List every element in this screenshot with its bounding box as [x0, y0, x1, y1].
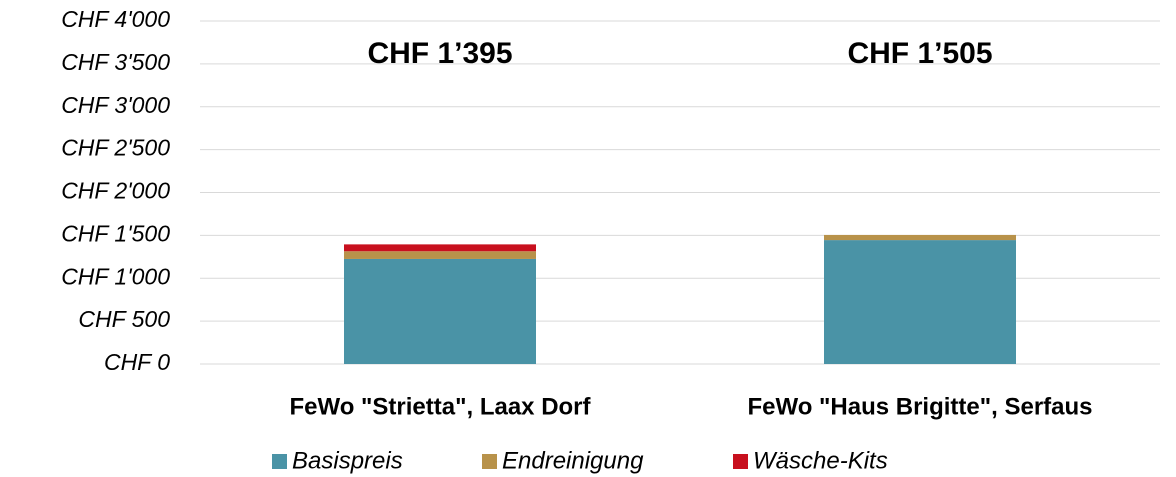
legend-label: Wäsche-Kits	[753, 447, 888, 474]
legend-swatch	[272, 454, 287, 469]
bar-segment	[824, 240, 1016, 364]
bar-segment	[344, 244, 536, 252]
total-label: CHF 1’505	[847, 37, 992, 70]
legend-label: Basispreis	[292, 447, 403, 474]
y-tick-label: CHF 3'500	[61, 49, 170, 75]
y-tick-label: CHF 0	[104, 349, 170, 375]
y-tick-label: CHF 1'000	[61, 263, 170, 289]
y-tick-label: CHF 2'500	[61, 135, 170, 161]
bar-segment	[824, 234, 1016, 241]
bar-segment	[344, 251, 536, 259]
x-tick-label: FeWo "Strietta", Laax Dorf	[289, 393, 591, 420]
total-label: CHF 1’395	[367, 37, 512, 70]
y-tick-label: CHF 500	[78, 306, 170, 332]
y-tick-label: CHF 3'000	[61, 92, 170, 118]
legend-swatch	[482, 454, 497, 469]
y-tick-label: CHF 1'500	[61, 220, 170, 246]
bar-segment	[344, 258, 536, 364]
y-tick-label: CHF 4'000	[61, 6, 170, 32]
y-tick-label: CHF 2'000	[61, 178, 170, 204]
x-tick-label: FeWo "Haus Brigitte", Serfaus	[747, 393, 1092, 420]
legend-swatch	[733, 454, 748, 469]
legend-label: Endreinigung	[502, 447, 644, 474]
